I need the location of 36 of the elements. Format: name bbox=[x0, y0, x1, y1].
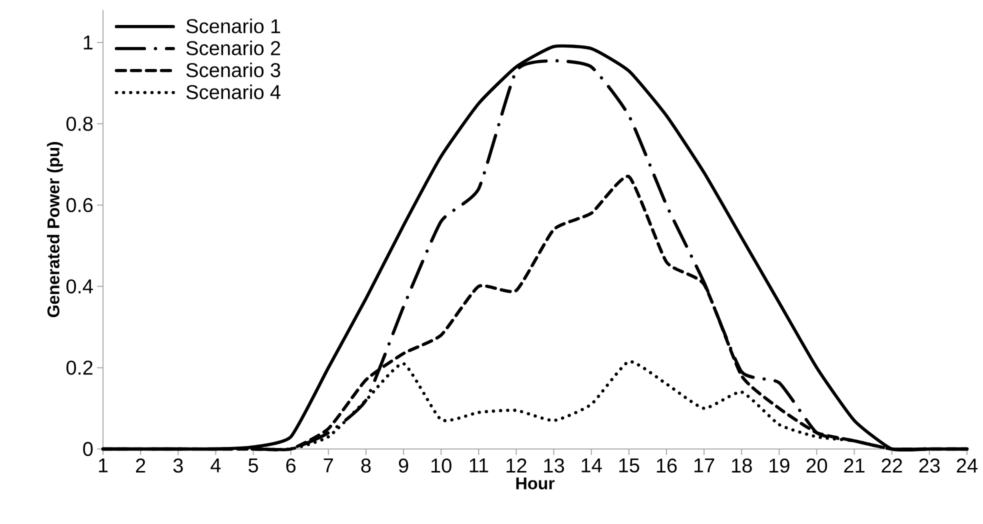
x-tick-label: 7 bbox=[324, 458, 333, 472]
x-tick-label: 16 bbox=[656, 458, 677, 473]
x-tick-label: 17 bbox=[694, 458, 714, 472]
x-tick-label: 12 bbox=[506, 458, 526, 472]
x-tick-label: 11 bbox=[470, 458, 488, 472]
x-tick-label: 15 bbox=[619, 458, 640, 472]
x-tick-label: 8 bbox=[361, 458, 371, 473]
x-tick-label: 19 bbox=[770, 458, 790, 473]
x-tick-label: 10 bbox=[431, 458, 452, 473]
legend-label: Scenario 2 bbox=[186, 40, 280, 56]
x-tick-label: 3 bbox=[173, 458, 183, 473]
x-tick-label: 4 bbox=[210, 458, 221, 472]
y-axis-title: Generated Power (pu) bbox=[46, 142, 63, 318]
y-tick-label: 0.6 bbox=[66, 198, 93, 212]
y-tick-label: 0.2 bbox=[66, 360, 92, 375]
legend-label: Scenario 3 bbox=[186, 62, 280, 78]
x-tick-label: 5 bbox=[248, 458, 258, 472]
x-tick-label: 18 bbox=[732, 458, 752, 473]
x-tick-label: 21 bbox=[844, 458, 864, 472]
x-tick-label: 24 bbox=[956, 458, 978, 472]
x-axis-title: Hour bbox=[516, 478, 555, 490]
y-tick-label: 0.8 bbox=[66, 116, 93, 131]
x-tick-label: 13 bbox=[544, 458, 564, 473]
x-tick-label: 6 bbox=[286, 458, 296, 473]
x-tick-label: 22 bbox=[882, 458, 902, 472]
x-tick-label: 14 bbox=[582, 458, 602, 472]
y-tick-label: 0 bbox=[83, 442, 93, 456]
x-tick-label: 23 bbox=[919, 458, 940, 473]
legend-label: Scenario 4 bbox=[186, 84, 280, 100]
x-tick-label: 20 bbox=[806, 458, 828, 473]
y-tick-label: 1 bbox=[84, 36, 92, 50]
x-tick-label: 1 bbox=[98, 458, 108, 472]
x-tick-label: 2 bbox=[136, 458, 146, 472]
x-tick-label: 9 bbox=[398, 458, 408, 473]
legend-label: Scenario 1 bbox=[186, 18, 280, 34]
y-tick-label: 0.4 bbox=[66, 279, 93, 294]
